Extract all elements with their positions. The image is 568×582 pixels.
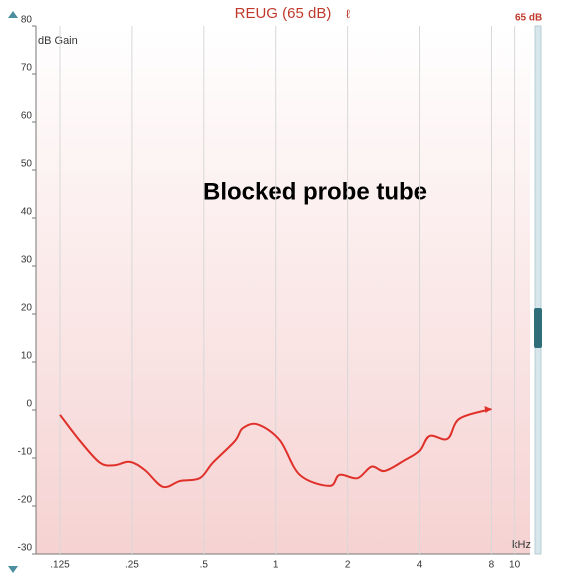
x-tick-label: 10 (509, 560, 521, 571)
y-tick-label: 80 (21, 15, 33, 26)
y-tick-label: -20 (18, 495, 33, 506)
y-tick-label: 60 (21, 111, 33, 122)
x-tick-label: .25 (125, 560, 139, 571)
annotation: Blocked probe tube (203, 178, 427, 205)
y-tick-label: 30 (21, 255, 33, 266)
x-axis-label: kHz (512, 539, 531, 551)
x-tick-label: 4 (417, 560, 423, 571)
x-tick-label: .5 (200, 560, 209, 571)
y-tick-label: 70 (21, 63, 33, 74)
level-slider-handle[interactable] (534, 308, 542, 348)
x-tick-label: 1 (273, 560, 279, 571)
level-slider-track[interactable] (534, 25, 542, 555)
ear-icon: ℓ (346, 7, 350, 21)
y-tick-label: 40 (21, 207, 33, 218)
y-tick-label: 50 (21, 159, 33, 170)
chart-title: REUG (65 dB) (235, 5, 332, 22)
y-axis-label: dB Gain (38, 35, 78, 47)
y-tick-label: -30 (18, 543, 33, 554)
y-tick-label: -10 (18, 447, 33, 458)
y-tick-label: 10 (21, 351, 33, 362)
x-tick-label: .125 (50, 560, 70, 571)
x-tick-label: 2 (345, 560, 351, 571)
y-tick-label: 0 (26, 399, 32, 410)
curve-end-arrow (484, 406, 492, 414)
dynamic-layer: -30 -20 -10 0 10 20 30 40 50 60 70 80 .125 .25 .5 1 2 4 8 1… (18, 15, 521, 571)
level-label: 65 dB (515, 13, 542, 24)
y-tick-label: 20 (21, 303, 33, 314)
x-tick-label: 8 (489, 560, 495, 571)
reug-curve (59, 408, 492, 489)
scroll-up[interactable] (8, 11, 18, 18)
plot-area (36, 26, 530, 554)
scroll-down[interactable] (8, 566, 18, 573)
